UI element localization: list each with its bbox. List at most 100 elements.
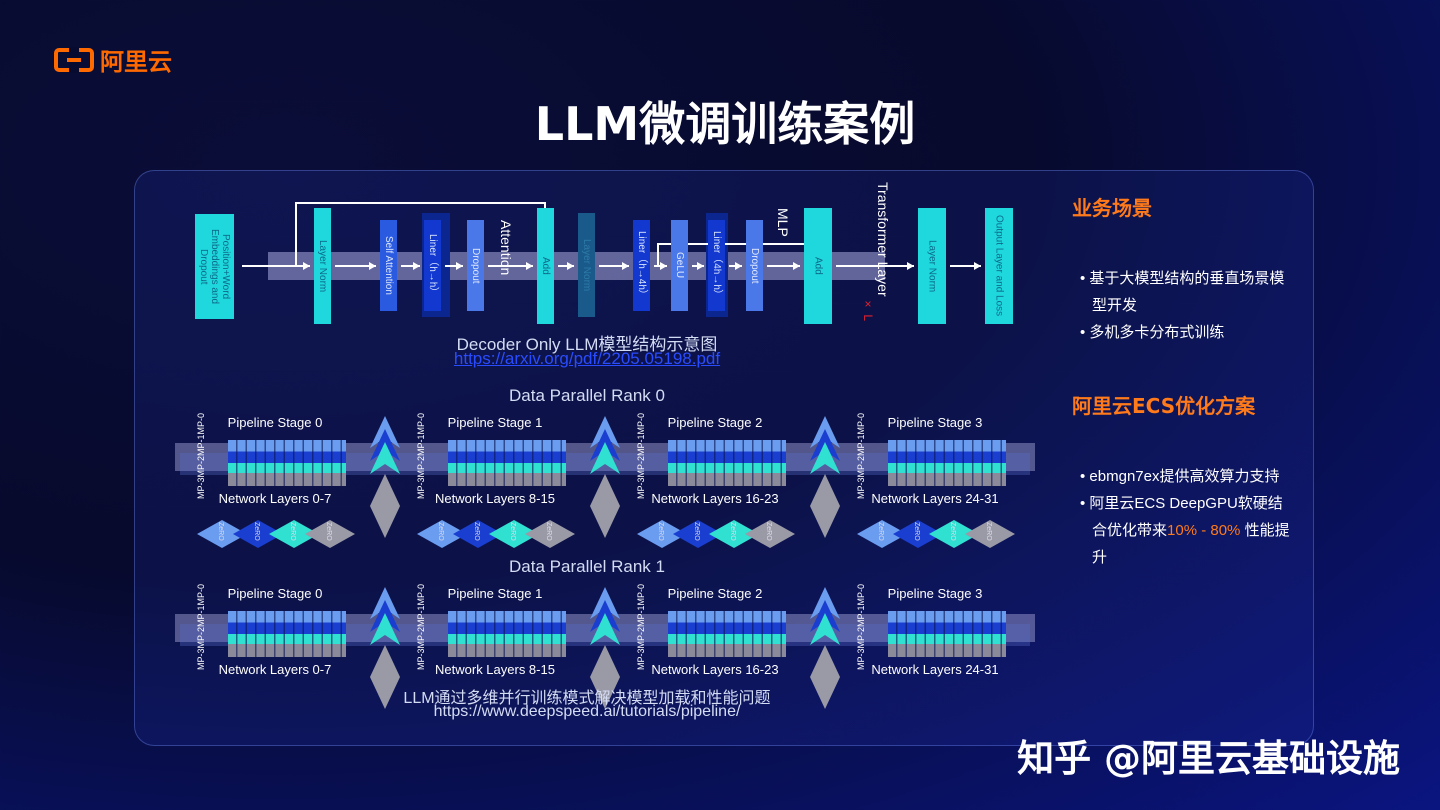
pipeline-diamond bbox=[370, 474, 400, 538]
solution-title: 阿里云ECS优化方案 bbox=[1072, 394, 1256, 418]
zero-diamond bbox=[233, 520, 283, 548]
page-title: LLM微调训练案例 bbox=[534, 97, 916, 151]
zero-label: ZeRO bbox=[693, 522, 700, 541]
arrow-head bbox=[697, 262, 704, 270]
pipeline-chevron bbox=[590, 613, 620, 645]
scenario-item: • 基于大模型结构的垂直场景模型开发 bbox=[1080, 270, 1285, 314]
network-layer-stack bbox=[228, 611, 346, 657]
zero-label: ZeRO bbox=[765, 522, 772, 541]
zero-label: ZeRO bbox=[217, 522, 224, 541]
network-layer-stack bbox=[448, 611, 566, 657]
arrow-head bbox=[369, 262, 376, 270]
zero-diamond bbox=[673, 520, 723, 548]
zero-label: ZeRO bbox=[913, 522, 920, 541]
mp-label: MP-3MP-2MP-1MP-0 bbox=[196, 413, 206, 500]
pipeline-diamond bbox=[370, 645, 400, 709]
mp-label: MP-3MP-2MP-1MP-0 bbox=[636, 584, 646, 671]
zero-diamond bbox=[893, 520, 943, 548]
pipeline-stage-label: Pipeline Stage 3 bbox=[887, 415, 983, 430]
network-layer-stack bbox=[668, 611, 786, 657]
solution-item: • ebmgn7ex提供高效算力支持 bbox=[1080, 468, 1280, 485]
scenario-item: • 多机多卡分布式训练 bbox=[1080, 324, 1225, 341]
arrow-head bbox=[660, 262, 667, 270]
zero-diamond bbox=[857, 520, 907, 548]
zero-diamond bbox=[745, 520, 795, 548]
mlp-label: MLP bbox=[775, 208, 791, 237]
mp-label: MP-3MP-2MP-1MP-0 bbox=[856, 413, 866, 500]
zero-label: ZeRO bbox=[289, 522, 296, 541]
network-layers-label: Network Layers 24-31 bbox=[871, 491, 999, 506]
zero-label: ZeRO bbox=[729, 522, 736, 541]
transformer-caption: Decoder Only LLM模型结构示意图 bbox=[456, 335, 718, 354]
arrow-head bbox=[456, 262, 463, 270]
pipeline-diamond bbox=[590, 474, 620, 538]
network-layers-label: Network Layers 8-15 bbox=[435, 662, 555, 677]
arrow-head bbox=[303, 262, 310, 270]
times-l-label: × L bbox=[861, 297, 875, 322]
network-layers-label: Network Layers 0-7 bbox=[218, 662, 332, 677]
aliyun-logo-icon bbox=[54, 46, 94, 73]
side-panel: 业务场景 • 基于大模型结构的垂直场景模型开发 • 多机多卡分布式训练 阿里云E… bbox=[1072, 192, 1292, 571]
arrow-head bbox=[907, 262, 914, 270]
network-layers-label: Network Layers 24-31 bbox=[871, 662, 999, 677]
aliyun-logo: 阿里云 bbox=[54, 42, 172, 77]
mp-label: MP-3MP-2MP-1MP-0 bbox=[636, 413, 646, 500]
zero-label: ZeRO bbox=[545, 522, 552, 541]
pipeline-chevron bbox=[370, 442, 400, 474]
arrow-head bbox=[567, 262, 574, 270]
arxiv-link[interactable]: https://arxiv.org/pdf/2205.05198.pdf bbox=[453, 349, 721, 368]
pipeline-chevron bbox=[590, 442, 620, 474]
zero-diamond bbox=[417, 520, 467, 548]
zero-diamond bbox=[305, 520, 355, 548]
layer-block: Self Attention bbox=[380, 220, 397, 311]
watermark: 知乎 @阿里云基础设施 bbox=[1017, 737, 1400, 780]
layer-block: Layer Norm bbox=[314, 208, 331, 324]
zero-diamond bbox=[929, 520, 979, 548]
arrow-head bbox=[974, 262, 981, 270]
zero-label: ZeRO bbox=[325, 522, 332, 541]
zero-label: ZeRO bbox=[657, 522, 664, 541]
pipeline-chevron bbox=[370, 613, 400, 645]
zero-label: ZeRO bbox=[985, 522, 992, 541]
zero-diamond bbox=[269, 520, 319, 548]
transformer-layer-label: Transformer Layer bbox=[875, 182, 891, 297]
network-layer-stack bbox=[668, 440, 786, 486]
zero-diamond bbox=[709, 520, 759, 548]
pipeline-diamond bbox=[590, 645, 620, 709]
layer-block: Dropout bbox=[746, 220, 763, 311]
layer-block: GeLU bbox=[671, 220, 688, 311]
zero-diamond bbox=[489, 520, 539, 548]
mp-label: MP-3MP-2MP-1MP-0 bbox=[856, 584, 866, 671]
layer-block: Layer Norm bbox=[578, 213, 595, 317]
arrow-head bbox=[413, 262, 420, 270]
layer-block: Liner（4h→h） bbox=[708, 220, 725, 311]
pipeline-chevron bbox=[810, 442, 840, 474]
mp-label: MP-3MP-2MP-1MP-0 bbox=[416, 584, 426, 671]
pipeline-stage-label: Pipeline Stage 2 bbox=[667, 415, 763, 430]
pipeline-stage-label: Pipeline Stage 0 bbox=[227, 586, 323, 601]
rank-label: Data Parallel Rank 1 bbox=[509, 557, 665, 576]
mp-label: MP-3MP-2MP-1MP-0 bbox=[416, 413, 426, 500]
layer-block: Liner（h→h） bbox=[424, 220, 441, 311]
pipeline-diamond bbox=[810, 645, 840, 709]
logo-text: 阿里云 bbox=[100, 49, 172, 76]
arrow-head bbox=[526, 262, 533, 270]
layer-block: Position+Word Embeddings and Dropout bbox=[195, 214, 234, 319]
mp-label: MP-3MP-2MP-1MP-0 bbox=[196, 584, 206, 671]
arrow-head bbox=[622, 262, 629, 270]
deepspeed-link[interactable]: https://www.deepspeed.ai/tutorials/pipel… bbox=[433, 703, 741, 720]
pipeline-stage-label: Pipeline Stage 0 bbox=[227, 415, 323, 430]
layer-block: Layer Norm bbox=[918, 208, 946, 324]
zero-diamond bbox=[525, 520, 575, 548]
arrow-head bbox=[793, 262, 800, 270]
pipeline-chevron bbox=[810, 613, 840, 645]
network-layers-label: Network Layers 16-23 bbox=[651, 491, 779, 506]
zero-diamond bbox=[197, 520, 247, 548]
layer-block: Add bbox=[537, 208, 554, 324]
network-layer-stack bbox=[888, 440, 1006, 486]
pipeline-caption: LLM通过多维并行训练模式解决模型加载和性能问题 bbox=[403, 690, 771, 707]
network-layers-label: Network Layers 16-23 bbox=[651, 662, 779, 677]
pipeline-stage-label: Pipeline Stage 1 bbox=[447, 586, 543, 601]
solution-item: • 阿里云ECS DeepGPU软硬结合优化带来10% - 80% 性能提升 bbox=[1080, 495, 1290, 566]
